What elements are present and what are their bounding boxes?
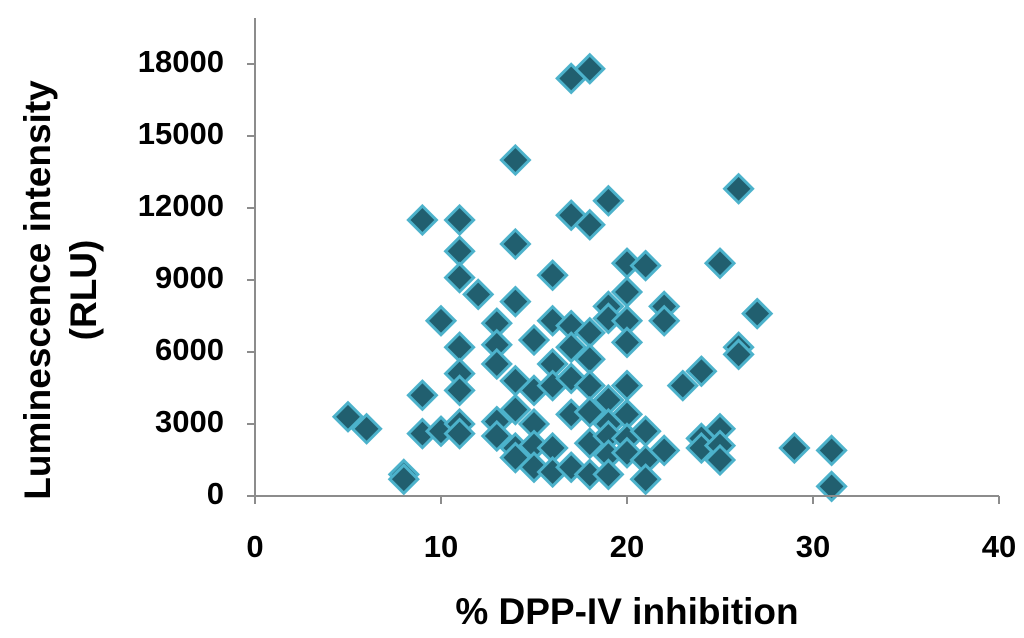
- data-point: [629, 249, 662, 282]
- data-point: [443, 374, 476, 407]
- data-point: [499, 285, 532, 318]
- data-point: [685, 355, 718, 388]
- data-point: [703, 443, 737, 477]
- data-point: [592, 458, 625, 491]
- data-point: [610, 326, 644, 359]
- x-tick-label: 30: [796, 529, 830, 564]
- data-point: [387, 463, 420, 496]
- data-point: [443, 261, 476, 294]
- data-point: [815, 470, 848, 503]
- data-point: [648, 304, 681, 337]
- x-tick-label: 0: [246, 529, 263, 564]
- data-point: [443, 417, 476, 450]
- y-tick-label: 12000: [138, 188, 224, 223]
- data-point: [592, 184, 625, 217]
- data-points: [331, 52, 848, 503]
- data-point: [350, 412, 383, 445]
- data-point: [722, 338, 755, 371]
- data-point: [815, 434, 848, 467]
- data-point: [573, 208, 606, 241]
- x-tick-label: 20: [610, 529, 644, 564]
- data-point: [499, 393, 532, 426]
- data-point: [629, 463, 662, 496]
- y-tick-label: 6000: [155, 332, 224, 367]
- data-point: [480, 419, 513, 453]
- x-tick-label: 40: [982, 529, 1016, 564]
- data-point: [480, 347, 513, 381]
- data-point: [499, 227, 532, 261]
- data-point: [424, 304, 458, 337]
- data-point: [443, 235, 476, 268]
- x-axis-title: % DPP-IV inhibition: [455, 591, 798, 632]
- data-point: [462, 278, 495, 311]
- y-tick-label: 3000: [155, 404, 224, 439]
- data-point: [573, 395, 606, 429]
- y-axis-title-line1: Luminescence intensity: [17, 80, 58, 500]
- data-point: [666, 369, 699, 402]
- data-point: [555, 331, 588, 364]
- data-point: [741, 297, 774, 330]
- data-point: [573, 52, 606, 85]
- y-tick-label: 18000: [138, 44, 224, 79]
- data-point: [592, 302, 625, 335]
- axis-ticks: 0 10 20 30 40 0 3000 6000 9000 12000 15000 18000: [138, 44, 1016, 564]
- data-point: [443, 331, 476, 364]
- data-point: [703, 247, 737, 280]
- data-point: [406, 203, 439, 237]
- data-point: [406, 379, 439, 412]
- data-point: [536, 259, 569, 292]
- y-tick-label: 9000: [155, 260, 224, 295]
- data-point: [648, 434, 681, 467]
- data-point: [331, 400, 365, 433]
- x-tick-label: 10: [424, 529, 458, 564]
- data-point: [517, 323, 551, 357]
- y-tick-label: 15000: [138, 116, 224, 151]
- y-tick-label: 0: [207, 476, 224, 511]
- data-point: [778, 431, 811, 465]
- data-point: [443, 203, 476, 237]
- data-point: [722, 172, 755, 205]
- data-point: [499, 143, 532, 177]
- y-axis-title-line2: (RLU): [63, 240, 104, 341]
